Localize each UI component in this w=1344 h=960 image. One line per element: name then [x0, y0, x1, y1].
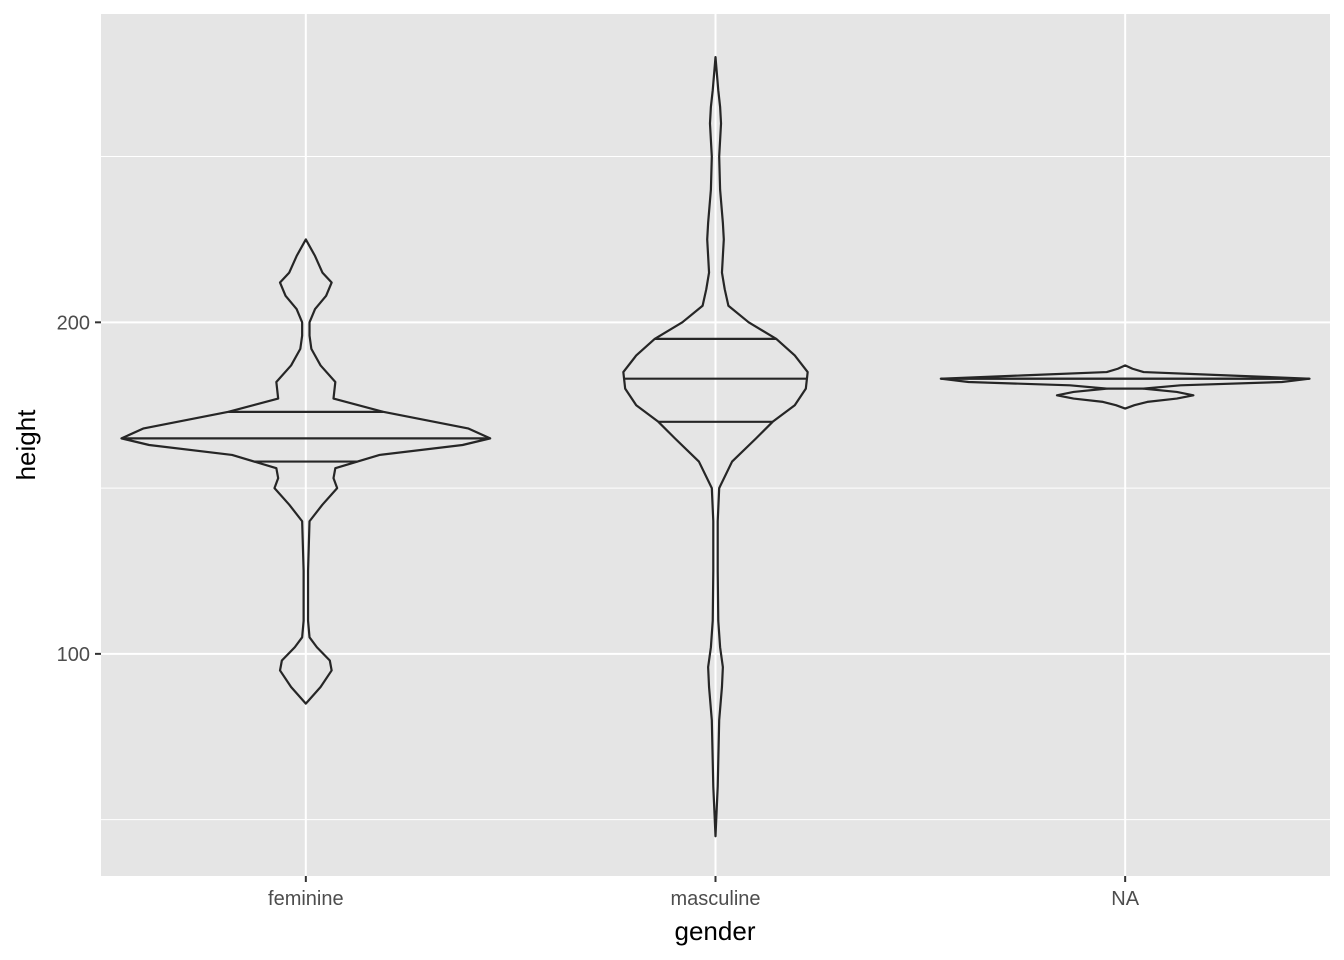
x-tick-label: feminine [268, 888, 344, 910]
y-axis: 100 200 [57, 312, 101, 666]
violin-na [939, 364, 1311, 410]
violin-outline [622, 56, 809, 838]
x-axis: feminine masculine NA [268, 876, 1140, 910]
x-tick-label: NA [1111, 888, 1139, 910]
grid-major [101, 14, 1330, 876]
y-tick-label: 200 [57, 312, 90, 334]
y-axis-title: height [11, 409, 41, 481]
violin-masculine [622, 56, 809, 838]
violins [120, 56, 1311, 838]
y-tick-label: 100 [57, 644, 90, 666]
violin-outline [939, 364, 1311, 410]
violin-outline [120, 238, 492, 705]
x-axis-title: gender [675, 916, 756, 946]
violin-feminine [120, 238, 492, 705]
x-tick-label: masculine [670, 888, 760, 910]
